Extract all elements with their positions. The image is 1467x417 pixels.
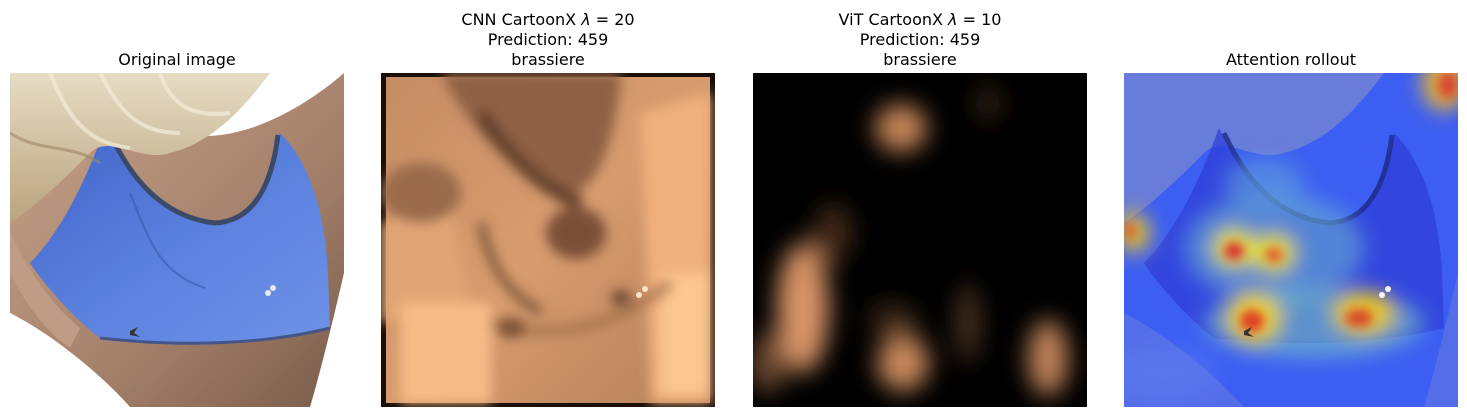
lambda-value: = 10 <box>957 10 1002 29</box>
panel-title: Attention rollout <box>1225 50 1357 69</box>
prediction-text: Prediction: 459 <box>487 30 609 49</box>
panel-cnn-cartoonx: CNN CartoonX λ = 20 Prediction: 459 bras… <box>381 0 715 417</box>
attention-rollout-heatmap <box>1124 73 1458 407</box>
prediction-text: Prediction: 459 <box>859 30 981 49</box>
label-text: brassiere <box>511 50 585 69</box>
panel-title: Original image <box>118 50 236 69</box>
panel-title: CNN CartoonX λ = 20 <box>381 10 715 30</box>
panel-vit-cartoonx: ViT CartoonX λ = 10 Prediction: 459 bras… <box>753 0 1087 417</box>
panel-title: ViT CartoonX λ = 10 <box>753 10 1087 30</box>
cnn-cartoonx-mask <box>381 73 715 407</box>
lambda-value: = 20 <box>590 10 635 29</box>
original-image <box>10 73 344 407</box>
lambda-symbol: λ <box>948 10 958 29</box>
vit-cartoonx-mask <box>753 73 1087 407</box>
title-prefix: CNN CartoonX <box>461 10 577 29</box>
label-text: brassiere <box>883 50 957 69</box>
panel-original: Original image <box>10 0 344 417</box>
lambda-symbol: λ <box>581 10 591 29</box>
panel-attention-rollout: Attention rollout <box>1124 0 1458 417</box>
title-prefix: ViT CartoonX <box>838 10 943 29</box>
